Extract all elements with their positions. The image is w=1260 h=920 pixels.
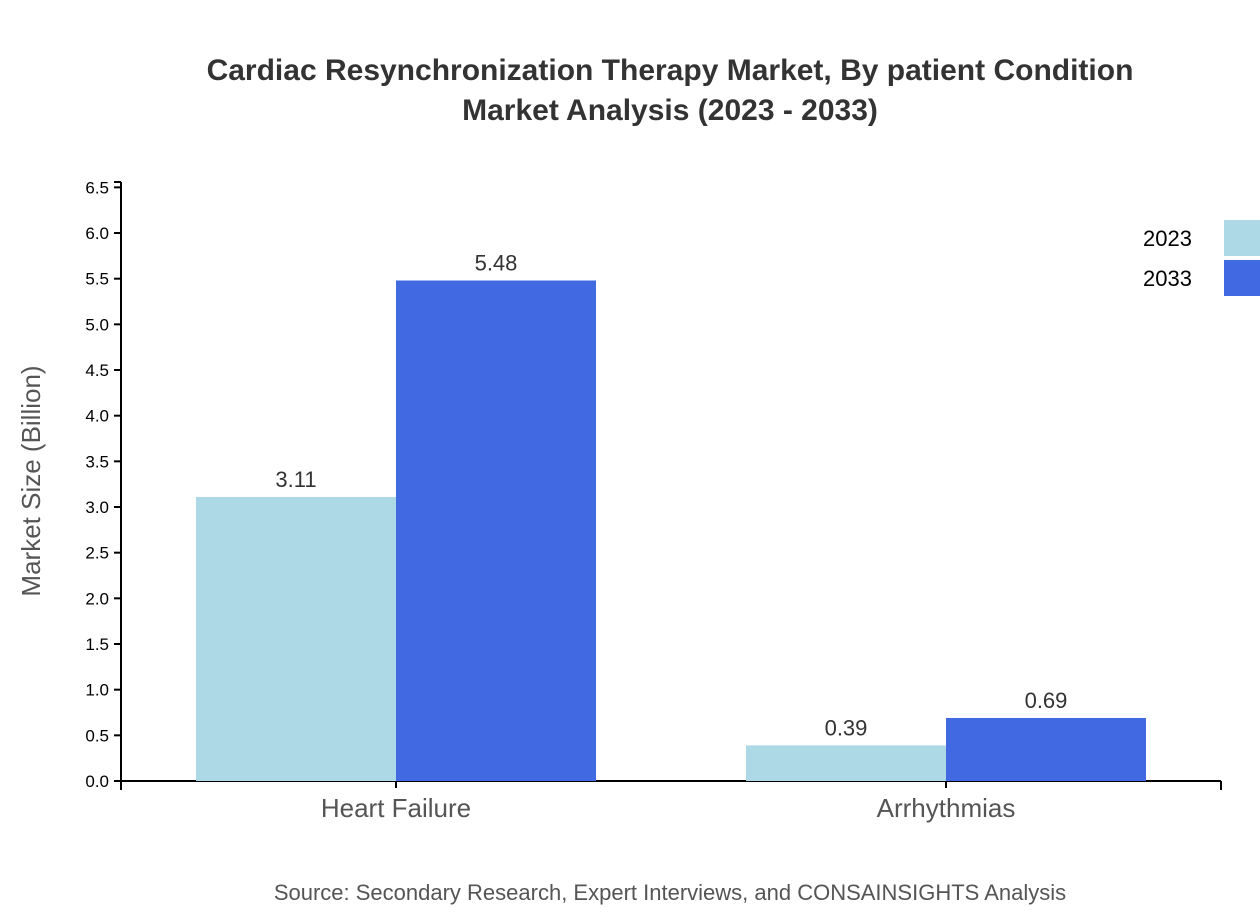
legend-swatch-2033 — [1224, 260, 1260, 296]
y-tick-label: 2.0 — [85, 589, 109, 608]
bars: 3.11 5.48 0.39 0.69 — [196, 251, 1146, 781]
y-tick-label: 3.0 — [85, 498, 109, 517]
y-tick-label: 5.0 — [85, 315, 109, 334]
data-label: 0.39 — [825, 715, 868, 740]
y-tick-label: 0.0 — [85, 772, 109, 791]
x-tick-label: Arrhythmias — [877, 793, 1016, 823]
y-tick-label: 2.5 — [85, 544, 109, 563]
legend-swatch-2023 — [1224, 220, 1260, 256]
y-axis: 0.0 0.5 1.0 1.5 2.0 2.5 3.0 3.5 4.0 4.5 5.0 5.5 6.0 6… — [85, 178, 122, 791]
bar-2023 — [196, 496, 396, 781]
data-label: 5.48 — [475, 251, 518, 276]
chart-title-line-2: Market Analysis (2023 - 2033) — [462, 94, 878, 127]
data-label: 0.69 — [1025, 688, 1068, 713]
data-label: 3.11 — [275, 467, 316, 492]
y-tick-label: 5.5 — [85, 270, 109, 289]
y-tick-label: 6.5 — [85, 178, 109, 197]
legend-label: 2033 — [1143, 266, 1192, 291]
y-tick-label: 0.5 — [85, 726, 109, 745]
legend: 2023 2033 — [1143, 220, 1260, 296]
y-tick-label: 4.0 — [85, 407, 109, 426]
source-note: Source: Secondary Research, Expert Inter… — [274, 880, 1066, 905]
bar-2033 — [946, 717, 1146, 781]
y-tick-label: 3.5 — [85, 452, 109, 471]
chart-title-line-1: Cardiac Resynchronization Therapy Market… — [207, 54, 1134, 87]
bar-2033 — [396, 280, 596, 781]
y-tick-label: 1.0 — [85, 681, 109, 700]
y-tick-label: 6.0 — [85, 224, 109, 243]
x-tick-label: Heart Failure — [321, 793, 471, 823]
y-tick-label: 1.5 — [85, 635, 109, 654]
legend-label: 2023 — [1143, 226, 1192, 251]
x-axis: Heart Failure Arrhythmias — [120, 780, 1222, 823]
y-tick-label: 4.5 — [85, 361, 109, 380]
y-axis-label: Market Size (Billion) — [16, 365, 46, 596]
bar-2023 — [746, 745, 946, 781]
